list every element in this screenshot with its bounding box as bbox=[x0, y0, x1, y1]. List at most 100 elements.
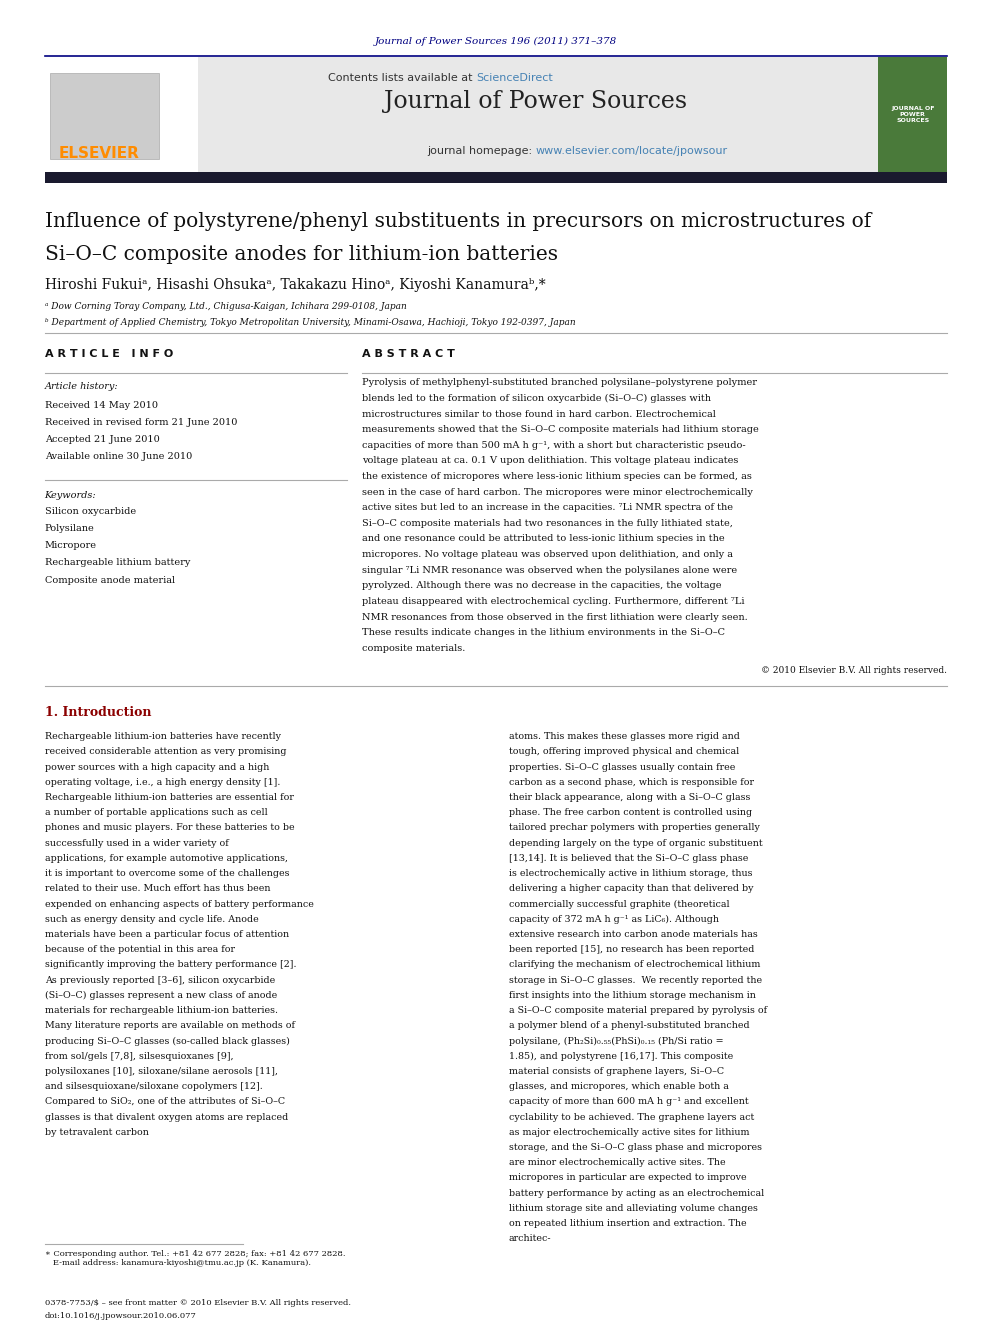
Text: storage in Si–O–C glasses.  We recently reported the: storage in Si–O–C glasses. We recently r… bbox=[509, 975, 762, 984]
Text: Accepted 21 June 2010: Accepted 21 June 2010 bbox=[45, 435, 160, 445]
Text: delivering a higher capacity than that delivered by: delivering a higher capacity than that d… bbox=[509, 884, 753, 893]
Text: © 2010 Elsevier B.V. All rights reserved.: © 2010 Elsevier B.V. All rights reserved… bbox=[762, 665, 947, 675]
Text: related to their use. Much effort has thus been: related to their use. Much effort has th… bbox=[45, 884, 270, 893]
Text: is electrochemically active in lithium storage, thus: is electrochemically active in lithium s… bbox=[509, 869, 752, 878]
Text: active sites but led to an increase in the capacities. ⁷Li NMR spectra of the: active sites but led to an increase in t… bbox=[362, 503, 733, 512]
Text: such as energy density and cycle life. Anode: such as energy density and cycle life. A… bbox=[45, 914, 258, 923]
Text: glasses is that divalent oxygen atoms are replaced: glasses is that divalent oxygen atoms ar… bbox=[45, 1113, 288, 1122]
Text: 0378-7753/$ – see front matter © 2010 Elsevier B.V. All rights reserved.: 0378-7753/$ – see front matter © 2010 El… bbox=[45, 1299, 350, 1307]
Text: significantly improving the battery performance [2].: significantly improving the battery perf… bbox=[45, 960, 297, 970]
Text: capacity of 372 mA h g⁻¹ as LiC₆). Although: capacity of 372 mA h g⁻¹ as LiC₆). Altho… bbox=[509, 914, 719, 923]
Text: tough, offering improved physical and chemical: tough, offering improved physical and ch… bbox=[509, 747, 739, 757]
Text: cyclability to be achieved. The graphene layers act: cyclability to be achieved. The graphene… bbox=[509, 1113, 754, 1122]
Text: battery performance by acting as an electrochemical: battery performance by acting as an elec… bbox=[509, 1188, 764, 1197]
Text: Many literature reports are available on methods of: Many literature reports are available on… bbox=[45, 1021, 295, 1031]
Bar bbox=[45, 57, 198, 172]
Text: [13,14]. It is believed that the Si–O–C glass phase: [13,14]. It is believed that the Si–O–C … bbox=[509, 853, 748, 863]
Text: Rechargeable lithium-ion batteries are essential for: Rechargeable lithium-ion batteries are e… bbox=[45, 792, 294, 802]
Text: 1.85), and polystyrene [16,17]. This composite: 1.85), and polystyrene [16,17]. This com… bbox=[509, 1052, 733, 1061]
Text: micropores. No voltage plateau was observed upon delithiation, and only a: micropores. No voltage plateau was obser… bbox=[362, 550, 733, 560]
Text: been reported [15], no research has been reported: been reported [15], no research has been… bbox=[509, 945, 754, 954]
Text: pyrolyzed. Although there was no decrease in the capacities, the voltage: pyrolyzed. Although there was no decreas… bbox=[362, 581, 721, 590]
Text: a Si–O–C composite material prepared by pyrolysis of: a Si–O–C composite material prepared by … bbox=[509, 1005, 767, 1015]
Bar bbox=[878, 57, 947, 172]
Text: Hiroshi Fukuiᵃ, Hisashi Ohsukaᵃ, Takakazu Hinoᵃ, Kiyoshi Kanamuraᵇ,*: Hiroshi Fukuiᵃ, Hisashi Ohsukaᵃ, Takakaz… bbox=[45, 278, 546, 292]
Text: from sol/gels [7,8], silsesquioxanes [9],: from sol/gels [7,8], silsesquioxanes [9]… bbox=[45, 1052, 233, 1061]
Text: Si–O–C composite anodes for lithium-ion batteries: Si–O–C composite anodes for lithium-ion … bbox=[45, 245, 558, 263]
Bar bbox=[45, 172, 947, 183]
Text: Polysilane: Polysilane bbox=[45, 524, 94, 533]
Text: storage, and the Si–O–C glass phase and micropores: storage, and the Si–O–C glass phase and … bbox=[509, 1143, 762, 1152]
Text: operating voltage, i.e., a high energy density [1].: operating voltage, i.e., a high energy d… bbox=[45, 778, 280, 787]
Text: expended on enhancing aspects of battery performance: expended on enhancing aspects of battery… bbox=[45, 900, 313, 909]
Text: glasses, and micropores, which enable both a: glasses, and micropores, which enable bo… bbox=[509, 1082, 729, 1091]
Text: Si–O–C composite materials had two resonances in the fully lithiated state,: Si–O–C composite materials had two reson… bbox=[362, 519, 733, 528]
Text: Silicon oxycarbide: Silicon oxycarbide bbox=[45, 507, 136, 516]
Text: ᵇ Department of Applied Chemistry, Tokyo Metropolitan University, Minami-Osawa, : ᵇ Department of Applied Chemistry, Tokyo… bbox=[45, 318, 575, 327]
Text: their black appearance, along with a Si–O–C glass: their black appearance, along with a Si–… bbox=[509, 792, 750, 802]
Text: Received 14 May 2010: Received 14 May 2010 bbox=[45, 401, 158, 410]
Text: a number of portable applications such as cell: a number of portable applications such a… bbox=[45, 808, 268, 818]
Text: Available online 30 June 2010: Available online 30 June 2010 bbox=[45, 452, 191, 462]
Text: micropores in particular are expected to improve: micropores in particular are expected to… bbox=[509, 1174, 747, 1183]
Text: ELSEVIER: ELSEVIER bbox=[59, 147, 140, 161]
Text: ᵃ Dow Corning Toray Company, Ltd., Chigusa-Kaigan, Ichihara 299-0108, Japan: ᵃ Dow Corning Toray Company, Ltd., Chigu… bbox=[45, 302, 407, 311]
Text: Composite anode material: Composite anode material bbox=[45, 576, 175, 585]
Text: the existence of micropores where less-ionic lithium species can be formed, as: the existence of micropores where less-i… bbox=[362, 472, 752, 482]
Text: Article history:: Article history: bbox=[45, 382, 118, 392]
Text: A R T I C L E   I N F O: A R T I C L E I N F O bbox=[45, 349, 173, 360]
Text: polysilane, (Ph₂Si)₀.₅₅(PhSi)₀.₁₅ (Ph/Si ratio =: polysilane, (Ph₂Si)₀.₅₅(PhSi)₀.₁₅ (Ph/Si… bbox=[509, 1036, 723, 1045]
Text: phase. The free carbon content is controlled using: phase. The free carbon content is contro… bbox=[509, 808, 752, 818]
Text: 1. Introduction: 1. Introduction bbox=[45, 705, 151, 718]
Text: a polymer blend of a phenyl-substituted branched: a polymer blend of a phenyl-substituted … bbox=[509, 1021, 750, 1031]
Text: singular ⁷Li NMR resonance was observed when the polysilanes alone were: singular ⁷Li NMR resonance was observed … bbox=[362, 566, 737, 574]
Text: journal homepage:: journal homepage: bbox=[427, 146, 536, 156]
Text: (Si–O–C) glasses represent a new class of anode: (Si–O–C) glasses represent a new class o… bbox=[45, 991, 277, 1000]
Text: as major electrochemically active sites for lithium: as major electrochemically active sites … bbox=[509, 1127, 749, 1136]
Text: NMR resonances from those observed in the first lithiation were clearly seen.: NMR resonances from those observed in th… bbox=[362, 613, 748, 622]
Text: successfully used in a wider variety of: successfully used in a wider variety of bbox=[45, 839, 228, 848]
Text: because of the potential in this area for: because of the potential in this area fo… bbox=[45, 945, 235, 954]
Text: capacity of more than 600 mA h g⁻¹ and excellent: capacity of more than 600 mA h g⁻¹ and e… bbox=[509, 1097, 749, 1106]
Text: These results indicate changes in the lithium environments in the Si–O–C: These results indicate changes in the li… bbox=[362, 628, 725, 638]
Bar bbox=[45, 57, 947, 172]
Text: Rechargeable lithium battery: Rechargeable lithium battery bbox=[45, 558, 190, 568]
Text: it is important to overcome some of the challenges: it is important to overcome some of the … bbox=[45, 869, 289, 878]
Text: Rechargeable lithium-ion batteries have recently: Rechargeable lithium-ion batteries have … bbox=[45, 732, 281, 741]
Text: microstructures similar to those found in hard carbon. Electrochemical: microstructures similar to those found i… bbox=[362, 410, 716, 418]
Text: capacities of more than 500 mA h g⁻¹, with a short but characteristic pseudo-: capacities of more than 500 mA h g⁻¹, wi… bbox=[362, 441, 746, 450]
Text: by tetravalent carbon: by tetravalent carbon bbox=[45, 1127, 149, 1136]
Text: doi:10.1016/j.jpowsour.2010.06.077: doi:10.1016/j.jpowsour.2010.06.077 bbox=[45, 1312, 196, 1320]
Text: and silsesquioxane/siloxane copolymers [12].: and silsesquioxane/siloxane copolymers [… bbox=[45, 1082, 263, 1091]
Text: plateau disappeared with electrochemical cycling. Furthermore, different ⁷Li: plateau disappeared with electrochemical… bbox=[362, 597, 745, 606]
Text: materials for rechargeable lithium-ion batteries.: materials for rechargeable lithium-ion b… bbox=[45, 1005, 278, 1015]
Text: carbon as a second phase, which is responsible for: carbon as a second phase, which is respo… bbox=[509, 778, 754, 787]
Text: architec-: architec- bbox=[509, 1234, 552, 1244]
Text: received considerable attention as very promising: received considerable attention as very … bbox=[45, 747, 286, 757]
Text: composite materials.: composite materials. bbox=[362, 644, 465, 652]
Text: material consists of graphene layers, Si–O–C: material consists of graphene layers, Si… bbox=[509, 1066, 724, 1076]
Text: properties. Si–O–C glasses usually contain free: properties. Si–O–C glasses usually conta… bbox=[509, 762, 735, 771]
Text: blends led to the formation of silicon oxycarbide (Si–O–C) glasses with: blends led to the formation of silicon o… bbox=[362, 394, 711, 404]
Text: Keywords:: Keywords: bbox=[45, 491, 96, 500]
Text: applications, for example automotive applications,: applications, for example automotive app… bbox=[45, 853, 288, 863]
Text: seen in the case of hard carbon. The micropores were minor electrochemically: seen in the case of hard carbon. The mic… bbox=[362, 488, 753, 496]
Text: producing Si–O–C glasses (so-called black glasses): producing Si–O–C glasses (so-called blac… bbox=[45, 1036, 290, 1045]
Text: JOURNAL OF
POWER
SOURCES: JOURNAL OF POWER SOURCES bbox=[891, 106, 934, 123]
Text: Journal of Power Sources 196 (2011) 371–378: Journal of Power Sources 196 (2011) 371–… bbox=[375, 37, 617, 46]
Text: lithium storage site and alleviating volume changes: lithium storage site and alleviating vol… bbox=[509, 1204, 758, 1213]
Text: Compared to SiO₂, one of the attributes of Si–O–C: Compared to SiO₂, one of the attributes … bbox=[45, 1097, 285, 1106]
Text: www.elsevier.com/locate/jpowsour: www.elsevier.com/locate/jpowsour bbox=[536, 146, 728, 156]
Text: Micropore: Micropore bbox=[45, 541, 96, 550]
Text: are minor electrochemically active sites. The: are minor electrochemically active sites… bbox=[509, 1158, 725, 1167]
Text: Journal of Power Sources: Journal of Power Sources bbox=[384, 90, 687, 112]
Text: clarifying the mechanism of electrochemical lithium: clarifying the mechanism of electrochemi… bbox=[509, 960, 760, 970]
Text: measurements showed that the Si–O–C composite materials had lithium storage: measurements showed that the Si–O–C comp… bbox=[362, 425, 759, 434]
Text: ScienceDirect: ScienceDirect bbox=[476, 73, 553, 83]
Text: atoms. This makes these glasses more rigid and: atoms. This makes these glasses more rig… bbox=[509, 732, 740, 741]
Text: Received in revised form 21 June 2010: Received in revised form 21 June 2010 bbox=[45, 418, 237, 427]
Text: commercially successful graphite (theoretical: commercially successful graphite (theore… bbox=[509, 900, 729, 909]
Text: and one resonance could be attributed to less-ionic lithium species in the: and one resonance could be attributed to… bbox=[362, 534, 725, 544]
Text: tailored prechar polymers with properties generally: tailored prechar polymers with propertie… bbox=[509, 823, 760, 832]
Bar bbox=[50, 73, 159, 159]
